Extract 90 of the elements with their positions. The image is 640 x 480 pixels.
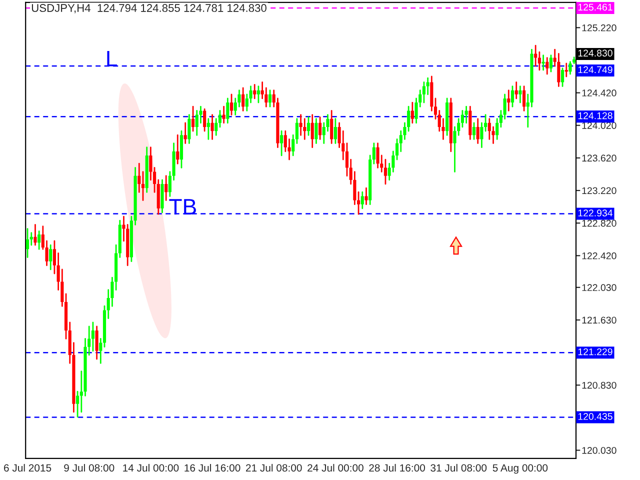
- candlestick: [496, 118, 499, 140]
- candlestick: [30, 232, 33, 246]
- candlestick: [510, 86, 514, 108]
- candlestick: [422, 82, 426, 104]
- text: 124.830: [578, 50, 612, 57]
- candlestick: [472, 122, 476, 140]
- x-tick-label: 24 Jul 00:00: [308, 464, 364, 472]
- candlestick: [242, 87, 245, 112]
- candlestick: [191, 106, 195, 132]
- candlestick: [557, 53, 560, 87]
- candlestick: [210, 114, 214, 140]
- ref-line-label: 122.934: [578, 210, 613, 216]
- candlestick: [184, 122, 187, 144]
- y-tick-label: 122.420: [582, 252, 616, 260]
- candlestick: [95, 326, 98, 360]
- x-tick-label: 14 Jul 00:00: [123, 464, 179, 472]
- candlestick: [464, 106, 468, 124]
- candlestick: [514, 82, 518, 100]
- ref-line-label: 120.435: [578, 413, 612, 420]
- candlestick: [507, 90, 510, 112]
- candlestick: [230, 94, 234, 116]
- candlestick: [206, 118, 210, 140]
- annotation: TB: [169, 199, 196, 214]
- candlestick: [306, 116, 310, 136]
- candlestick: [49, 244, 52, 270]
- candlestick: [195, 110, 198, 136]
- x-tick-label: 9 Jul 08:00: [64, 464, 114, 472]
- ref-line-label: 121.229: [578, 348, 612, 356]
- x-tick-label: 21 Jul 08:00: [246, 464, 302, 472]
- x-tick-label: 31 Jul 08:00: [430, 464, 487, 472]
- candlestick: [476, 118, 480, 144]
- candlestick: [410, 102, 414, 124]
- candlestick: [268, 90, 272, 108]
- candlestick: [360, 191, 364, 210]
- candlestick: [522, 86, 526, 112]
- candlestick: [149, 146, 152, 181]
- candlestick: [564, 62, 568, 78]
- candlestick: [38, 230, 41, 250]
- candlestick: [34, 224, 37, 246]
- ref-line-label: 125.461: [578, 4, 612, 11]
- candlestick: [426, 77, 430, 96]
- ref-line-label: 124.749: [578, 66, 612, 74]
- candlestick: [188, 114, 191, 144]
- y-tick-label: 122.820: [582, 220, 616, 227]
- y-tick-label: 120.030: [582, 446, 616, 454]
- candlestick: [138, 162, 141, 193]
- candlestick: [542, 54, 545, 71]
- y-tick-label: 123.620: [582, 154, 616, 162]
- candlestick: [176, 134, 180, 164]
- candlestick: [91, 322, 94, 352]
- y-tick-label: 122.030: [582, 284, 616, 292]
- candlestick: [203, 108, 206, 132]
- x-tick-label: 16 Jul 16:00: [184, 464, 240, 472]
- x-tick-label: 28 Jul 16:00: [369, 464, 425, 472]
- candlestick: [488, 118, 491, 140]
- candlestick: [314, 118, 318, 144]
- candlestick: [334, 118, 337, 144]
- x-tick-label: 5 Aug 00:00: [492, 464, 548, 474]
- candlestick: [480, 122, 484, 148]
- candlestick: [226, 98, 230, 124]
- candlestick: [222, 106, 226, 124]
- candlestick: [299, 114, 302, 136]
- y-tick-label: 124.420: [582, 90, 616, 96]
- y-tick-label: 121.630: [582, 316, 616, 324]
- candlestick: [534, 44, 538, 67]
- candlestick: [164, 175, 168, 201]
- y-tick-label: 124.020: [582, 122, 616, 129]
- y-tick-label: 125.220: [582, 24, 616, 32]
- x-tick-label: 6 Jul 2015: [4, 464, 52, 472]
- candlestick: [560, 68, 564, 87]
- candlestick: [253, 84, 256, 100]
- chart-title: USDJPY,H4 124.794 124.855 124.781 124.830: [32, 4, 266, 14]
- candlestick: [330, 110, 334, 144]
- ref-line-label: 124.128: [578, 112, 612, 120]
- candlestick: [303, 118, 306, 140]
- candlestick: [280, 130, 284, 156]
- y-tick-label: 123.220: [582, 187, 616, 194]
- candlestick: [384, 158, 388, 185]
- candlestick: [214, 118, 218, 136]
- candlestick: [26, 228, 30, 258]
- candlestick: [546, 57, 549, 75]
- candlestick: [518, 86, 522, 104]
- y-tick-label: 120.830: [582, 382, 616, 389]
- candlestick: [503, 94, 506, 120]
- candlestick: [549, 54, 553, 72]
- candlestick: [310, 114, 314, 148]
- candlestick: [318, 116, 322, 140]
- candlestick: [256, 86, 260, 104]
- candlestick: [364, 187, 368, 206]
- candlestick: [376, 142, 380, 168]
